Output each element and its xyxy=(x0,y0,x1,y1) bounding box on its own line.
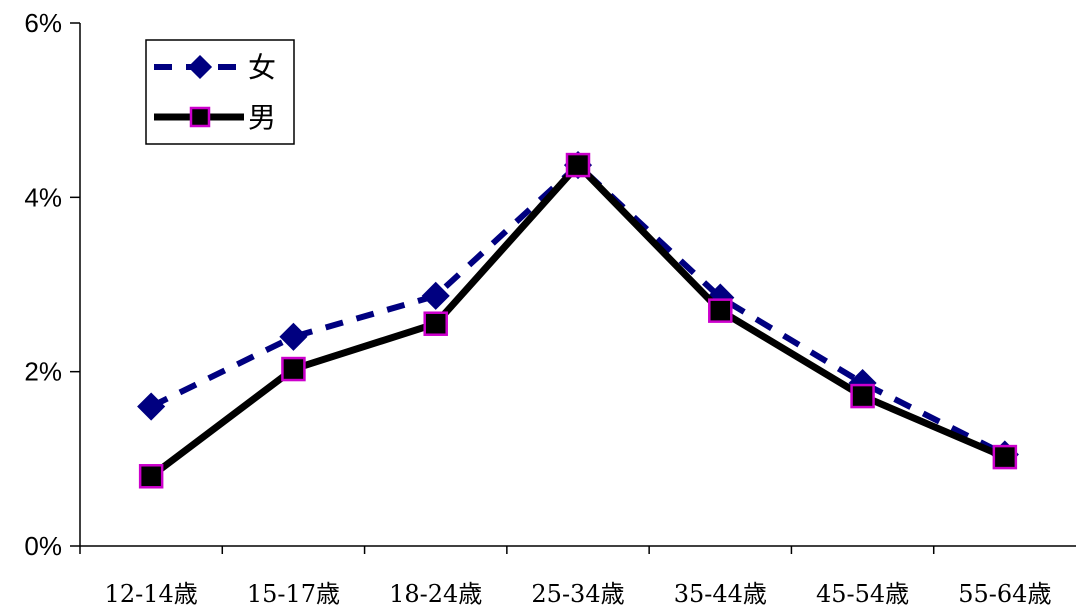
legend-label: 女 xyxy=(248,51,276,84)
data-point-diamond xyxy=(187,54,213,80)
series-line xyxy=(149,161,1007,480)
y-tick-label: 0% xyxy=(24,531,62,561)
series-layer xyxy=(137,151,1019,489)
legend-label: 男 xyxy=(248,101,276,134)
data-point-square xyxy=(281,356,306,382)
series-2 xyxy=(138,152,1018,489)
data-point-diamond xyxy=(137,392,166,421)
data-point-square xyxy=(992,444,1018,470)
x-tick-label: 35-44歳 xyxy=(674,580,767,608)
y-tick-label: 6% xyxy=(24,8,62,38)
axes: 0% 2% 4% 6% 12-14歳 15-17歳 18-24歳 25-34歳 35-44歳 45… xyxy=(24,8,1076,608)
legend-entry: 男 xyxy=(154,101,276,134)
x-tick-label: 18-24歳 xyxy=(389,580,482,608)
x-tick-label: 45-54歳 xyxy=(816,580,909,608)
x-tick-label: 15-17歳 xyxy=(247,580,340,608)
y-tick-label: 4% xyxy=(24,182,62,212)
data-point-square xyxy=(138,464,164,489)
data-point-diamond xyxy=(421,281,450,310)
x-tick-label: 55-64歳 xyxy=(958,580,1051,608)
x-tick-label: 12-14歳 xyxy=(105,580,198,608)
data-point-square xyxy=(189,106,211,128)
legend-box xyxy=(145,39,295,145)
data-point-square xyxy=(565,152,591,178)
data-point-square xyxy=(850,383,875,409)
data-point-square xyxy=(423,311,448,336)
series-line xyxy=(149,162,1007,458)
y-tick-label: 2% xyxy=(24,357,62,387)
data-point-diamond xyxy=(279,322,308,351)
legend: 女男 xyxy=(145,39,295,145)
series-1 xyxy=(137,151,1019,469)
legend-entry: 女 xyxy=(154,51,276,84)
data-point-square xyxy=(708,298,733,323)
x-tick-label: 25-34歳 xyxy=(531,580,624,608)
